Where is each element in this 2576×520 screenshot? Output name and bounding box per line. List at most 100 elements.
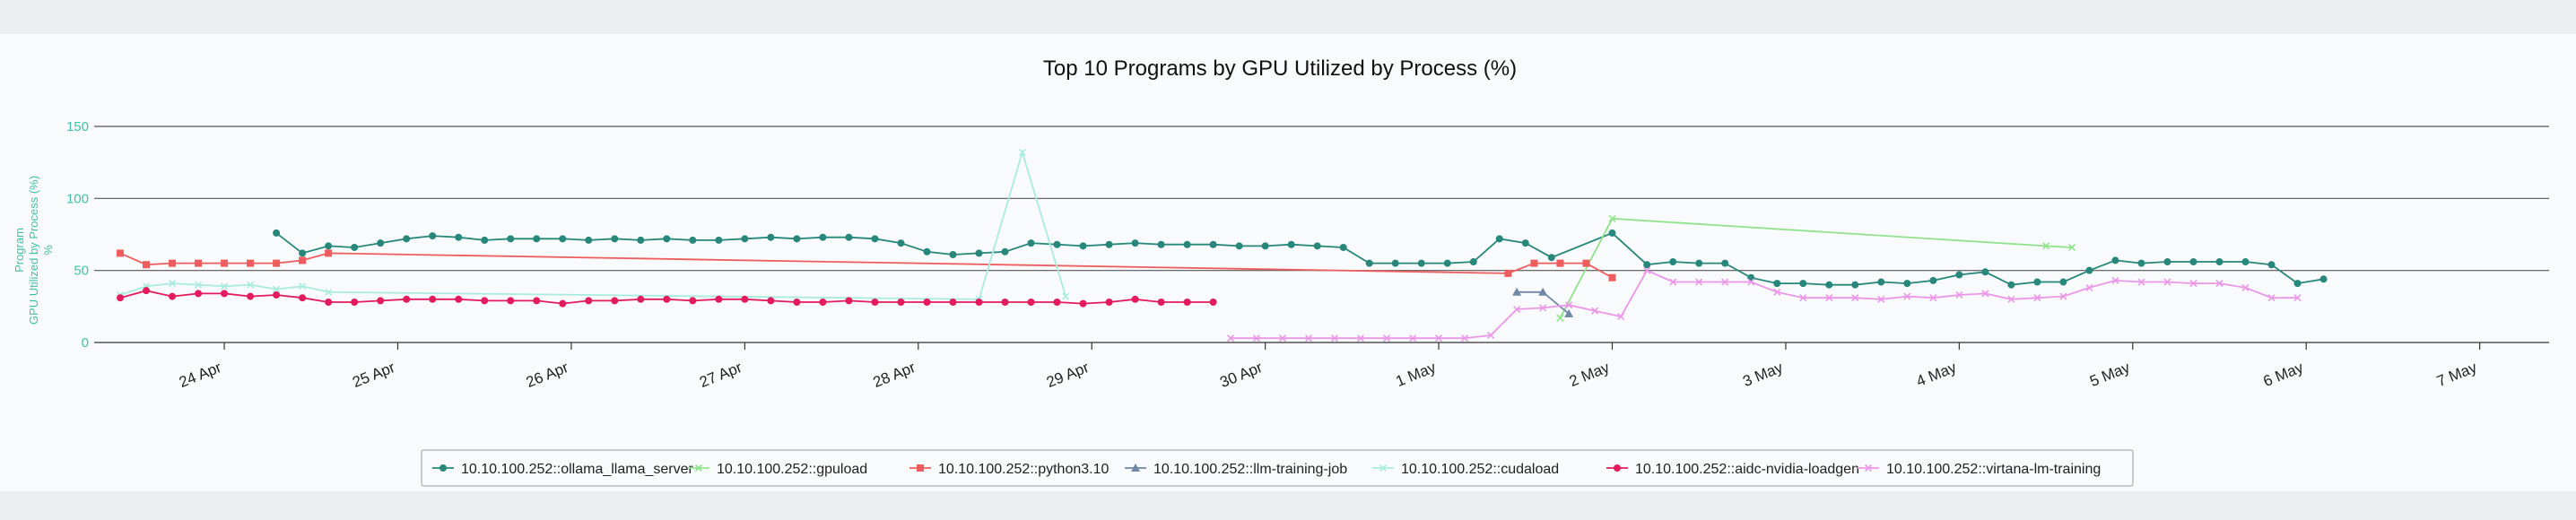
- x-tick-label: 28 Apr: [871, 359, 918, 391]
- data-point: [715, 295, 723, 303]
- data-point: [2085, 266, 2093, 274]
- axes: 24 Apr 25 Apr 26 Apr 27 Apr 28 Apr 29 Apr 30 A…: [177, 342, 2481, 391]
- data-point: [1261, 242, 1269, 250]
- data-point: [1981, 268, 1989, 276]
- data-point: [2041, 242, 2050, 250]
- legend-item[interactable]: 10.10.100.252::cudaload: [1372, 462, 1559, 477]
- data-point: [1903, 280, 1911, 288]
- data-point: [897, 299, 905, 307]
- data-point: [1643, 266, 1651, 274]
- legend-swatch-marker: [694, 464, 703, 472]
- data-point: [2319, 275, 2328, 283]
- data-point: [143, 261, 151, 269]
- data-point: [1209, 299, 1217, 307]
- legend-item[interactable]: 10.10.100.252::llm-training-job: [1125, 462, 1347, 477]
- data-point: [2267, 294, 2276, 302]
- series-5: [117, 287, 1217, 308]
- data-point: [585, 236, 593, 244]
- legend[interactable]: 10.10.100.252::ollama_llama_server 10.10.…: [421, 449, 2134, 487]
- data-point: [1504, 269, 1512, 277]
- x-tick-label: 1 May: [1394, 359, 1440, 390]
- series-line: [1231, 269, 2298, 340]
- data-point: [975, 249, 983, 257]
- y-axis-label-line-1: Program: [13, 228, 26, 273]
- data-point: [221, 282, 229, 290]
- x-tick-label: 26 Apr: [524, 359, 571, 391]
- x-tick-label: 5 May: [2087, 359, 2133, 390]
- legend-item[interactable]: 10.10.100.252::virtana-lm-training: [1858, 462, 2101, 477]
- data-point: [1365, 259, 1373, 267]
- y-axis-label: Program GPU Utilized by Process (%) %: [13, 176, 55, 325]
- data-point: [1721, 278, 1729, 286]
- legend-item[interactable]: 10.10.100.252::ollama_llama_server: [432, 462, 694, 477]
- data-point: [1521, 239, 1529, 247]
- legend-label: 10.10.100.252::virtana-lm-training: [1886, 462, 2101, 477]
- data-point: [533, 235, 541, 243]
- data-point: [1851, 294, 1859, 302]
- data-point: [585, 297, 593, 305]
- data-point: [507, 297, 515, 305]
- data-point: [1391, 259, 1399, 267]
- data-point: [1252, 334, 1261, 342]
- data-point: [273, 259, 281, 267]
- data-point: [1825, 281, 1833, 289]
- data-point: [1417, 259, 1425, 267]
- data-point: [1053, 299, 1061, 307]
- data-point: [455, 295, 463, 303]
- data-point: [221, 290, 229, 298]
- data-point: [325, 242, 333, 250]
- y-tick-label: 100: [66, 191, 89, 206]
- data-point: [1512, 287, 1522, 296]
- legend-item[interactable]: 10.10.100.252::aidc-nvidia-loadgen: [1606, 462, 1859, 477]
- data-point: [1608, 273, 1616, 282]
- legend-label: 10.10.100.252::python3.10: [938, 462, 1109, 477]
- data-point: [299, 282, 307, 290]
- x-tick-label: 30 Apr: [1217, 359, 1265, 391]
- x-tick-label: 7 May: [2434, 359, 2480, 390]
- data-point: [247, 281, 255, 289]
- data-point: [663, 235, 671, 243]
- data-point: [377, 239, 385, 247]
- data-point: [1773, 288, 1781, 296]
- data-point: [1643, 261, 1651, 269]
- x-tick-label: 3 May: [1740, 359, 1786, 390]
- data-point: [117, 294, 125, 302]
- data-point: [1183, 240, 1191, 248]
- data-point: [1382, 334, 1391, 342]
- data-point: [403, 235, 411, 243]
- data-point: [1538, 287, 1548, 296]
- legend-box: [421, 449, 2134, 487]
- data-point: [1747, 278, 1755, 286]
- data-point: [1669, 278, 1677, 286]
- data-point: [559, 235, 567, 243]
- data-point: [923, 299, 931, 307]
- legend-item[interactable]: 10.10.100.252::python3.10: [909, 462, 1109, 477]
- data-point: [1131, 295, 1139, 303]
- data-point: [351, 243, 359, 251]
- data-point: [689, 236, 697, 244]
- data-point: [1131, 239, 1139, 247]
- data-point: [533, 297, 541, 305]
- data-point: [117, 249, 125, 257]
- data-point: [1287, 240, 1295, 248]
- data-point: [975, 299, 983, 307]
- legend-swatch-marker: [1614, 464, 1621, 472]
- data-point: [1591, 307, 1599, 315]
- data-point: [2189, 258, 2197, 266]
- data-point: [429, 232, 437, 240]
- data-point: [819, 299, 827, 307]
- data-point: [221, 259, 229, 267]
- legend-label: 10.10.100.252::ollama_llama_server: [461, 462, 694, 477]
- data-point: [1929, 276, 1937, 284]
- legend-swatch-marker: [1131, 464, 1140, 472]
- legend-item[interactable]: 10.10.100.252::gpuload: [688, 462, 867, 477]
- data-point: [2267, 261, 2276, 269]
- data-point: [2293, 280, 2302, 288]
- x-tick-label: 24 Apr: [177, 359, 224, 391]
- data-point: [507, 235, 515, 243]
- data-point: [2241, 258, 2250, 266]
- data-point: [2068, 243, 2076, 252]
- data-point: [325, 299, 333, 307]
- y-tick-label: 50: [74, 264, 89, 279]
- chart-title: Top 10 Programs by GPU Utilized by Proce…: [1043, 56, 1517, 81]
